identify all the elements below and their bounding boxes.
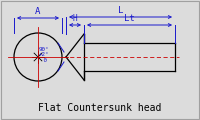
Text: A: A: [35, 7, 41, 16]
Text: Lt: Lt: [124, 14, 135, 23]
Text: 90°
+2°
 0: 90° +2° 0: [39, 47, 49, 63]
Text: L: L: [118, 6, 123, 15]
Text: Flat Countersunk head: Flat Countersunk head: [38, 103, 162, 113]
Text: H: H: [73, 14, 77, 23]
